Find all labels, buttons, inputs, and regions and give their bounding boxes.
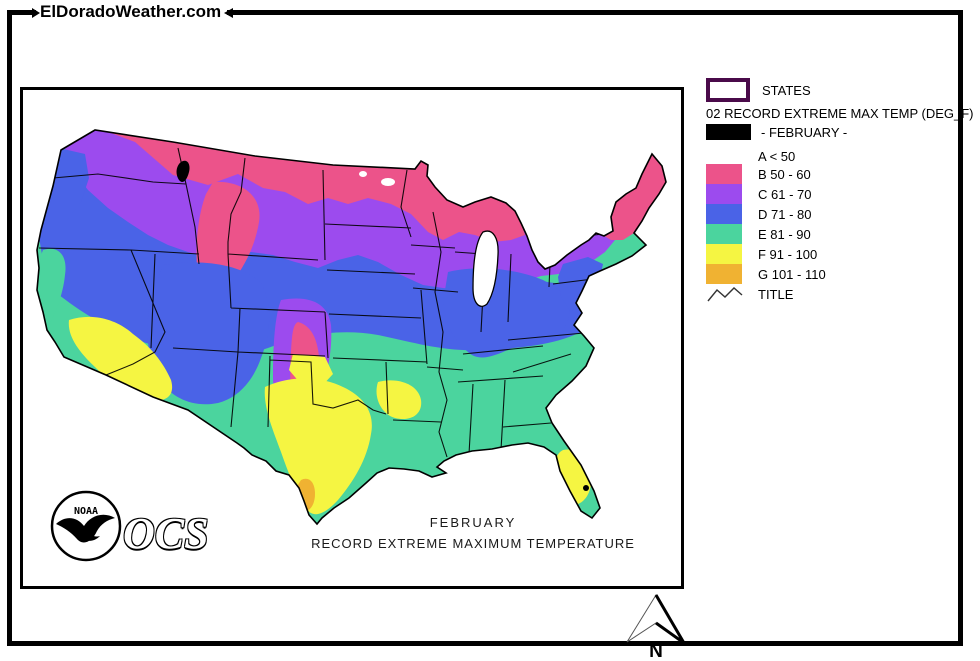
title-line-icon xyxy=(707,287,743,302)
region-yellow-southwest xyxy=(68,316,173,401)
region-blue-mid-atlantic xyxy=(558,257,603,312)
class-label-g: G 101 - 110 xyxy=(758,266,826,282)
noaa-logo: NOAA xyxy=(50,490,122,562)
north-label: N xyxy=(649,641,663,661)
noaa-bird-icon xyxy=(56,514,115,543)
legend-class-row-d: D 71 - 80 xyxy=(706,204,811,224)
legend-class-row-g: G 101 - 110 xyxy=(706,264,826,284)
legend-class-row-a: A < 50 xyxy=(706,146,795,166)
legend-header: 02 RECORD EXTREME MAX TEMP (DEG_F) xyxy=(706,106,974,121)
region-yellow-texas xyxy=(264,378,372,515)
map-panel: FEBRUARY RECORD EXTREME MAXIMUM TEMPERAT… xyxy=(20,87,684,589)
region-white-spot2 xyxy=(359,171,367,177)
legend-states-row: STATES xyxy=(706,78,811,102)
puget-sound xyxy=(176,160,190,183)
class-swatch-a xyxy=(706,146,742,166)
legend-class-row-c: C 61 - 70 xyxy=(706,184,811,204)
class-label-f: F 91 - 100 xyxy=(758,246,818,262)
us-temperature-map xyxy=(36,129,667,526)
region-blue-four-corners xyxy=(147,262,270,405)
class-swatch-b xyxy=(706,164,742,184)
class-label-a: A < 50 xyxy=(758,148,796,164)
february-swatch xyxy=(706,124,751,140)
class-swatch-d xyxy=(706,204,742,224)
class-label-d: D 71 - 80 xyxy=(758,206,812,222)
site-title: ElDoradoWeather.com xyxy=(36,1,228,23)
class-label-b: B 50 - 60 xyxy=(758,166,811,182)
us-outline xyxy=(36,129,667,526)
north-arrow: N xyxy=(626,594,686,661)
class-label-c: C 61 - 70 xyxy=(758,186,812,202)
class-label-e: E 81 - 90 xyxy=(758,226,811,242)
page-border xyxy=(7,10,963,646)
region-pink-maine xyxy=(601,154,666,240)
title-line-left xyxy=(15,11,32,15)
lake-okeechobee xyxy=(583,485,589,491)
map-caption-month: FEBRUARY xyxy=(429,515,517,530)
legend-class-row-b: B 50 - 60 xyxy=(706,164,811,184)
legend-february-row: - FEBRUARY - xyxy=(706,124,847,140)
states-label: STATES xyxy=(762,82,811,98)
february-label: - FEBRUARY - xyxy=(761,124,848,140)
lake-michigan xyxy=(472,230,499,307)
title-arrow-left-icon xyxy=(224,8,233,18)
map-caption-title: RECORD EXTREME MAXIMUM TEMPERATURE xyxy=(311,536,635,551)
class-swatch-c xyxy=(706,184,742,204)
states-swatch xyxy=(706,78,750,102)
title-label: TITLE xyxy=(758,286,794,302)
legend-title-row: TITLE xyxy=(706,284,793,304)
region-white-spot xyxy=(381,178,395,186)
noaa-logo-text: NOAA xyxy=(74,506,98,517)
legend-class-row-f: F 91 - 100 xyxy=(706,244,817,264)
title-arrow-right-icon xyxy=(32,8,40,18)
class-swatch-g xyxy=(706,264,742,284)
class-swatch-f xyxy=(706,244,742,264)
region-pink-north xyxy=(103,130,525,242)
map-caption: FEBRUARY RECORD EXTREME MAXIMUM TEMPERAT… xyxy=(308,515,638,551)
class-swatch-e xyxy=(706,224,742,244)
ocs-logo-text: OCS xyxy=(123,509,209,558)
legend-class-row-e: E 81 - 90 xyxy=(706,224,811,244)
